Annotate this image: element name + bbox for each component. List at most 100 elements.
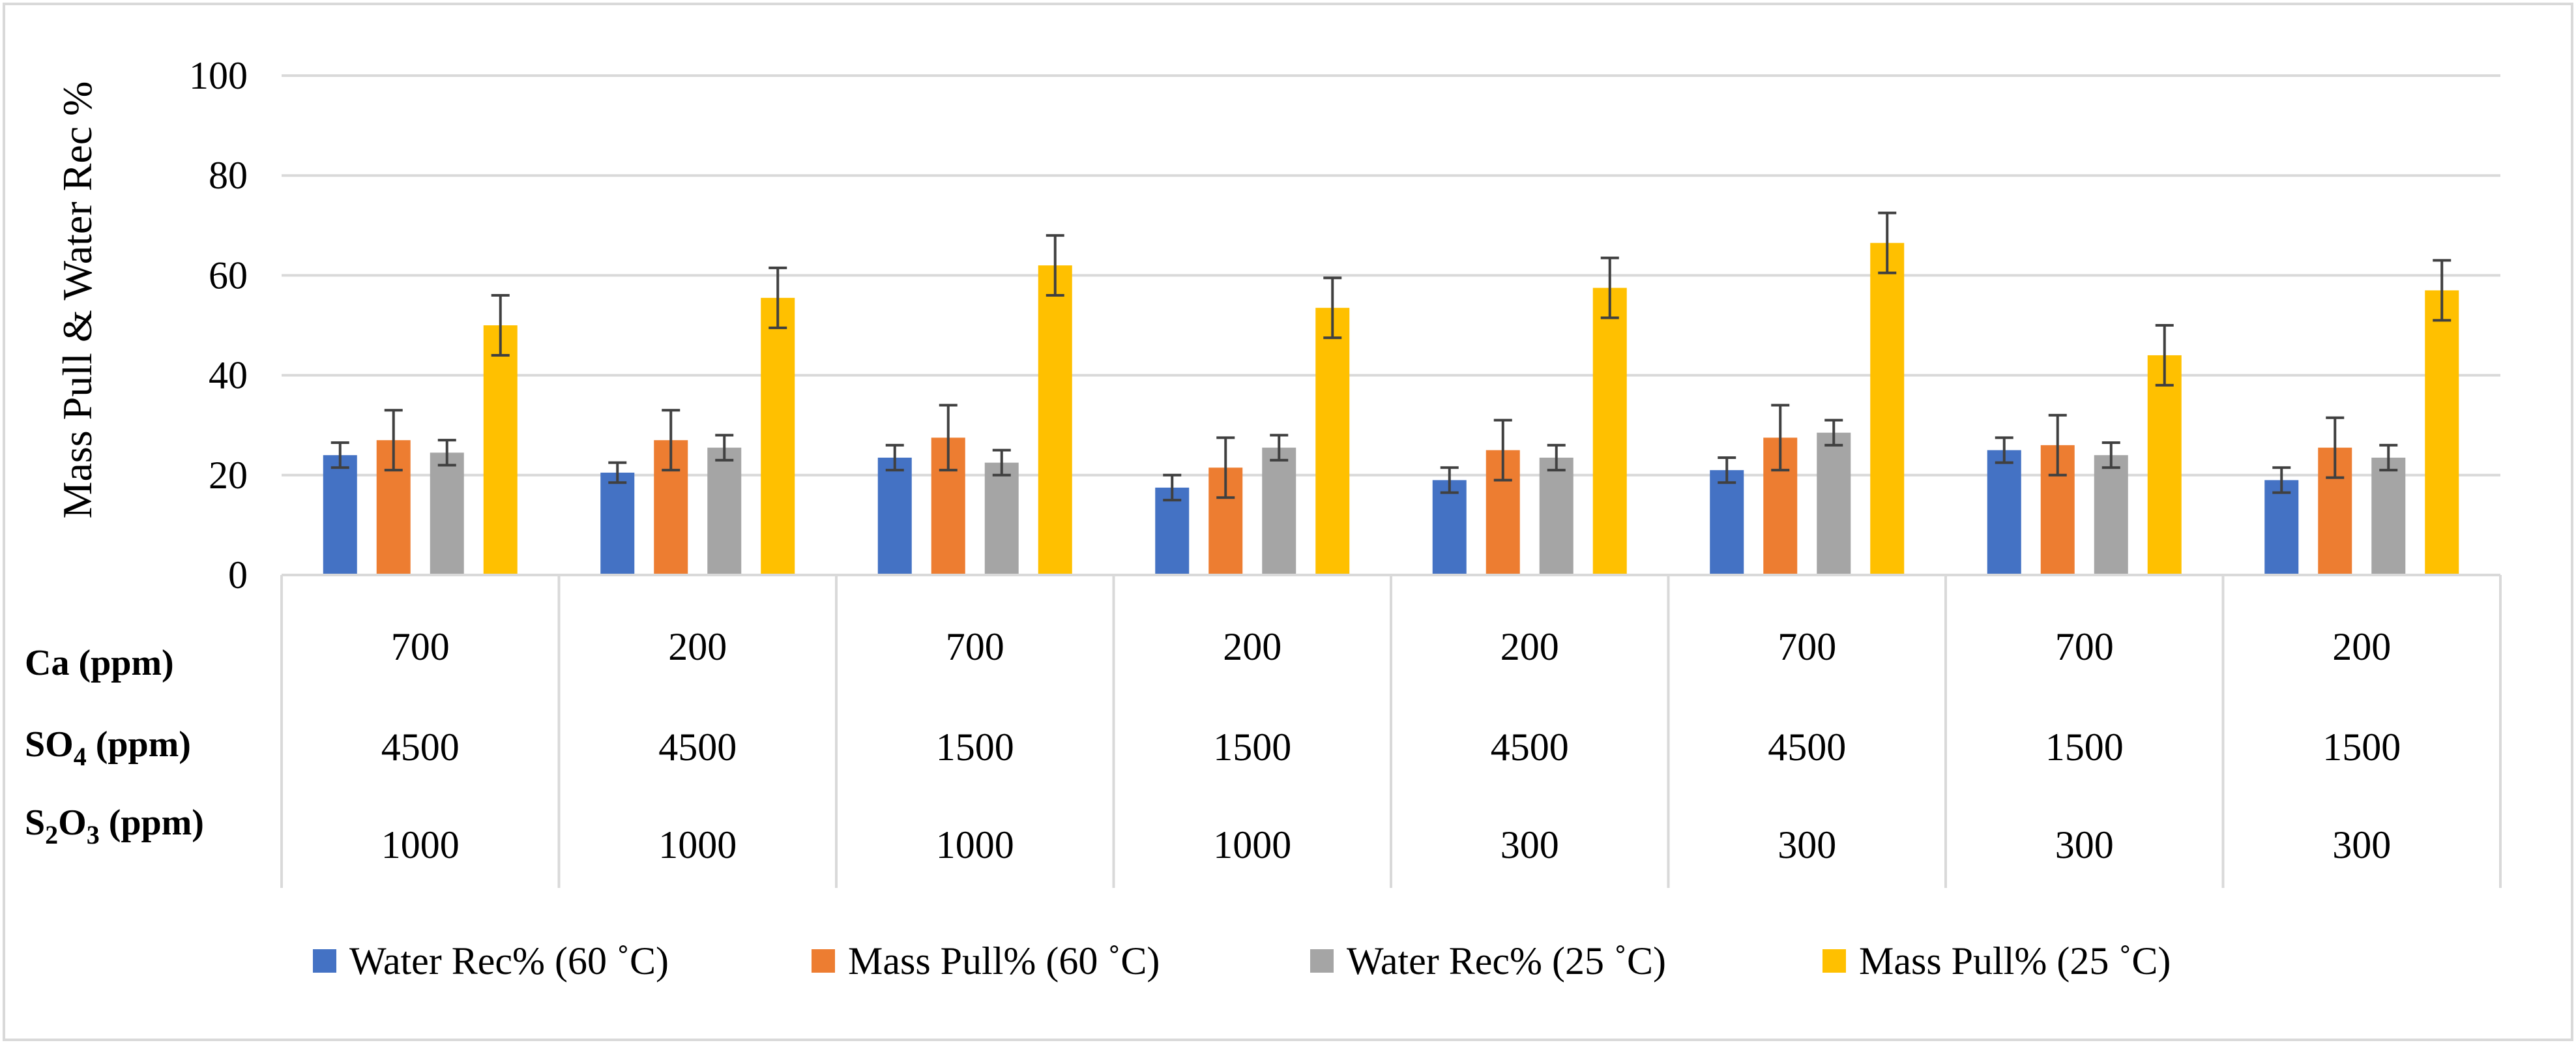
row-label-so4-rest: (ppm) xyxy=(87,724,191,765)
error-bar-s1-c6 xyxy=(1718,456,1736,484)
error-bar-s2-c5 xyxy=(1493,419,1512,482)
cell-s2o3-4: 1000 xyxy=(1213,823,1291,866)
row-label-so4-sub: 4 xyxy=(74,742,87,771)
legend-label-2: Mass Pull% (60 ˚C) xyxy=(848,939,1160,982)
error-bar-s3-c5 xyxy=(1547,443,1566,472)
cell-so4-5: 4500 xyxy=(1491,726,1569,769)
error-bar-s4-c4 xyxy=(1323,276,1342,340)
bar-s3-c5 xyxy=(1539,457,1573,575)
cell-ca-5: 200 xyxy=(1500,625,1559,668)
row-label-s2o3-sub1: 2 xyxy=(45,820,58,849)
error-bar-s1-c5 xyxy=(1440,466,1459,494)
bar-s1-c4 xyxy=(1155,487,1190,575)
y-axis-ticks: 0 20 40 60 80 100 xyxy=(189,54,248,597)
row-label-s2o3-sub2: 3 xyxy=(87,820,100,849)
legend-swatch-2 xyxy=(812,949,835,973)
error-bar-s1-c1 xyxy=(330,441,349,469)
bar-s4-c2 xyxy=(761,297,795,575)
bar-s3-c1 xyxy=(430,452,464,575)
cell-so4-2: 4500 xyxy=(658,726,737,769)
cell-s2o3-8: 300 xyxy=(2332,823,2391,866)
error-bar-s3-c3 xyxy=(992,449,1011,477)
error-bar-s4-c8 xyxy=(2433,259,2452,322)
error-bar-s1-c2 xyxy=(608,461,627,484)
error-bar-s3-c2 xyxy=(715,434,734,462)
error-bar-s2-c4 xyxy=(1216,436,1235,499)
cell-ca-2: 200 xyxy=(668,625,727,668)
error-bar-s3-c4 xyxy=(1270,434,1289,462)
y-tick-label-100: 100 xyxy=(189,54,248,97)
cell-so4-4: 1500 xyxy=(1213,726,1291,769)
cell-s2o3-3: 1000 xyxy=(936,823,1014,866)
cell-s2o3-2: 1000 xyxy=(658,823,737,866)
cell-ca-6: 700 xyxy=(1778,625,1836,668)
error-bar-s2-c6 xyxy=(1771,404,1790,472)
bar-s1-c7 xyxy=(1987,450,2021,575)
legend: Water Rec% (60 ˚C) Mass Pull% (60 ˚C) Wate… xyxy=(313,939,2171,982)
cell-ca-8: 200 xyxy=(2332,625,2391,668)
error-bar-s1-c8 xyxy=(2272,466,2291,494)
y-tick-label-20: 20 xyxy=(209,454,248,497)
legend-swatch-4 xyxy=(1822,949,1846,973)
legend-swatch-1 xyxy=(313,949,336,973)
y-tick-label-80: 80 xyxy=(209,154,248,197)
bar-s1-c1 xyxy=(323,455,357,575)
y-tick-label-60: 60 xyxy=(209,254,248,297)
cell-so4-6: 4500 xyxy=(1768,726,1846,769)
error-bar-s2-c7 xyxy=(2048,413,2067,477)
bar-s4-c8 xyxy=(2425,290,2459,575)
error-bar-s3-c7 xyxy=(2101,441,2120,469)
bar-s4-c1 xyxy=(483,325,518,575)
error-bar-s1-c4 xyxy=(1163,473,1182,502)
bar-s3-c8 xyxy=(2371,457,2406,575)
row-label-s2o3-main: S xyxy=(25,803,45,843)
bar-s4-c5 xyxy=(1592,288,1627,575)
row-label-s2o3: S2O3 (ppm) xyxy=(25,803,204,849)
error-bar-s3-c8 xyxy=(2379,443,2398,472)
error-bars-layer xyxy=(330,211,2452,502)
error-bar-s4-c7 xyxy=(2155,324,2174,387)
bar-s4-c7 xyxy=(2147,355,2182,575)
error-bar-s4-c5 xyxy=(1600,256,1619,319)
error-bar-s2-c2 xyxy=(662,409,681,472)
error-bar-s4-c6 xyxy=(1878,211,1897,274)
error-bar-s3-c1 xyxy=(437,439,456,467)
legend-label-1: Water Rec% (60 ˚C) xyxy=(349,939,669,982)
cell-s2o3-7: 300 xyxy=(2055,823,2114,866)
bar-s1-c3 xyxy=(877,457,912,575)
cell-so4-1: 4500 xyxy=(381,726,460,769)
bar-s1-c6 xyxy=(1710,470,1744,575)
legend-label-3: Water Rec% (25 ˚C) xyxy=(1347,939,1666,982)
bar-s1-c8 xyxy=(2264,480,2299,575)
legend-label-4: Mass Pull% (25 ˚C) xyxy=(1859,939,2171,982)
cell-ca-7: 700 xyxy=(2055,625,2114,668)
error-bar-s4-c2 xyxy=(768,266,787,329)
cell-s2o3-6: 300 xyxy=(1778,823,1836,866)
row-label-s2o3-mid: O xyxy=(58,803,87,843)
bar-s1-c2 xyxy=(600,472,635,575)
row-label-so4-main: SO xyxy=(25,724,74,765)
cell-s2o3-5: 300 xyxy=(1500,823,1559,866)
bar-s3-c4 xyxy=(1262,447,1296,575)
y-tick-label-0: 0 xyxy=(228,553,248,597)
error-bar-s2-c8 xyxy=(2326,416,2345,479)
legend-swatch-3 xyxy=(1310,949,1334,973)
bar-s4-c4 xyxy=(1315,308,1350,575)
cell-ca-1: 700 xyxy=(391,625,450,668)
bar-s3-c6 xyxy=(1817,432,1851,575)
cell-so4-7: 1500 xyxy=(2045,726,2124,769)
y-tick-label-40: 40 xyxy=(209,354,248,397)
error-bar-s4-c3 xyxy=(1046,234,1064,297)
row-label-so4: SO4 (ppm) xyxy=(25,724,191,771)
bar-s1-c5 xyxy=(1432,480,1467,575)
error-bar-s4-c1 xyxy=(491,294,510,357)
bar-s3-c2 xyxy=(707,447,742,575)
row-label-ca: Ca (ppm) xyxy=(25,643,174,683)
row-label-s2o3-rest: (ppm) xyxy=(100,803,204,843)
error-bar-s2-c1 xyxy=(384,409,403,472)
error-bar-s2-c3 xyxy=(939,404,958,472)
error-bar-s3-c6 xyxy=(1824,419,1843,447)
error-bar-s1-c7 xyxy=(1995,436,2013,464)
bar-s3-c3 xyxy=(984,462,1019,575)
